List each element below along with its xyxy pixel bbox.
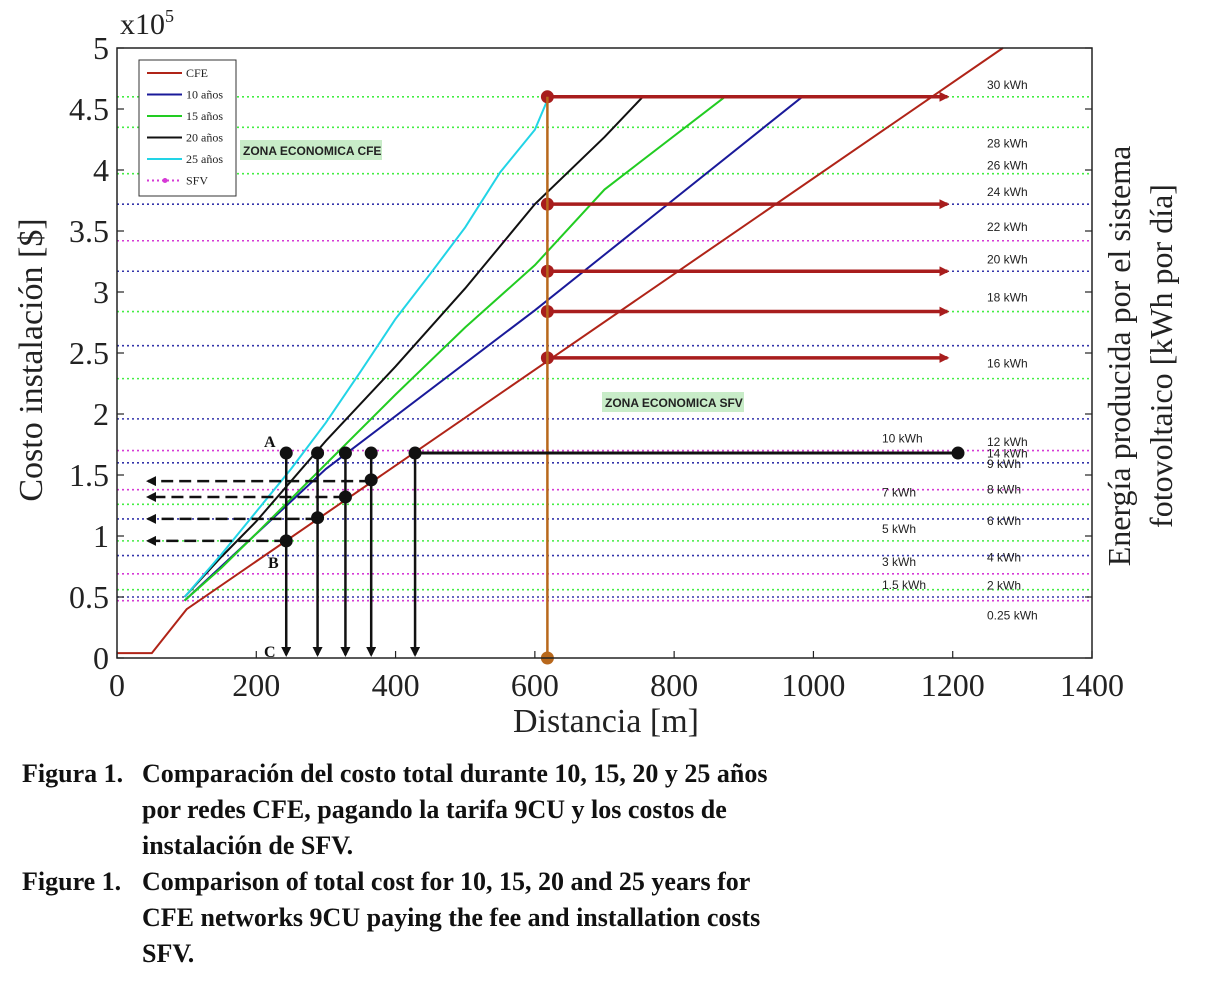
legend-label: SFV [186,174,208,188]
kwh-label: 2 kWh [987,579,1021,593]
series-line-15-años [183,96,726,602]
caption-en-text: Comparison of total cost for 10, 15, 20 … [142,867,761,968]
figure-caption: Figura 1. Comparación del costo total du… [22,756,822,972]
kwh-grid-lines: 30 kWh 28 kWh 26 kWh 24 kWh 22 kWh 20 kWh 18 k… [117,78,1092,623]
series-line-20-años [183,96,644,598]
kwh-label: 10 kWh [882,432,923,446]
series-line-10-años [183,96,803,602]
kwh-label: 24 kWh [987,185,1028,199]
kwh-label: 18 kWh [987,291,1028,305]
legend-box [138,59,237,197]
y-tick-label: 4 [93,152,109,188]
y-tick-label: 0 [93,640,109,676]
kwh-label: 12 kWh [987,435,1028,449]
caption-spanish: Figura 1. Comparación del costo total du… [22,756,822,864]
point-b-label: B [268,555,279,572]
plot-frame [116,47,1093,659]
legend: CFE 10 años 15 años 20 años 25 años SFV [138,59,237,197]
series-line-cfe [117,47,1004,655]
x-tick-label: 600 [511,667,559,703]
kwh-label: 3 kWh [882,555,916,569]
kwh-label: 14 kWh [987,447,1028,461]
top-marker [408,446,422,460]
y-axis-title: Costo instalación [$] [13,218,50,501]
top-marker [338,446,352,460]
point-c-label: C [264,644,276,661]
y-tick-label: 2.5 [69,335,109,371]
kwh-label: 20 kWh [987,252,1028,266]
y2-axis-title-line2: fotovoltaico [kWh por día] [1143,184,1179,528]
kwh-label: 6 kWh [987,514,1021,528]
kwh-label: 26 kWh [987,159,1028,173]
legend-label: 25 años [186,152,223,166]
kwh-label: 7 kWh [882,485,916,499]
legend-label: 20 años [186,131,223,145]
x-tick-label: 1200 [921,667,985,703]
kwh-label: 1.5 kWh [882,578,926,592]
x-axis-title: Distancia [m] [513,703,699,740]
series-line-25-años [183,96,550,598]
kwh-label: 9 kWh [987,457,1021,471]
y-tick-label: 0.5 [69,579,109,615]
x-tick-label: 800 [650,667,698,703]
legend-label: CFE [186,66,208,80]
zone-sfv-label: ZONA ECONOMICA SFV [605,396,743,410]
x-tick-label: 400 [372,667,420,703]
top-marker [311,446,325,460]
kwh-label: 16 kWh [987,357,1028,371]
axes-labels: 0 200 400 600 800 1000 1200 1400 0 0.5 1 1.5 2 2.5 3 3.… [69,30,1124,703]
annotations-layer [146,90,965,665]
legend-label: 15 años [186,109,223,123]
black-end-marker [951,446,965,460]
x-tick-label: 1400 [1060,667,1124,703]
y-tick-label: 3.5 [69,213,109,249]
y2-axis-title-line1: Energía producida por el sistema [1101,146,1137,567]
exponent-label: x105 [120,6,174,41]
kwh-label: 0.25 kWh [987,609,1038,623]
zone-cfe-box [240,140,382,160]
caption-es-label: Figura 1. [22,759,124,788]
y-tick-label: 5 [93,30,109,66]
caption-english: Figure 1. Comparison of total cost for 1… [22,864,822,972]
kwh-label: 4 kWh [987,551,1021,565]
kwh-label: 28 kWh [987,136,1028,150]
zone-cfe-label: ZONA ECONOMICA CFE [243,144,381,158]
y-tick-label: 4.5 [69,91,109,127]
caption-es-text: Comparación del costo total durante 10, … [142,759,768,860]
kwh-label: 22 kWh [987,220,1028,234]
top-marker [364,446,378,460]
x-tick-label: 0 [109,667,125,703]
zone-sfv-box [602,392,744,412]
x-tick-label: 1000 [781,667,845,703]
y-tick-label: 1 [93,518,109,554]
point-a-label: A [264,434,276,451]
kwh-label: 30 kWh [987,78,1028,92]
legend-swatch-dot [162,178,168,183]
legend-label: 10 años [186,88,223,102]
y-tick-label: 1.5 [69,457,109,493]
y-tick-label: 2 [93,396,109,432]
x-tick-label: 200 [232,667,280,703]
kwh-label: 5 kWh [882,522,916,536]
y-tick-label: 3 [93,274,109,310]
kwh-label: 8 kWh [987,483,1021,497]
series-lines [117,47,1004,655]
top-marker [279,446,293,460]
caption-en-label: Figure 1. [22,867,122,896]
